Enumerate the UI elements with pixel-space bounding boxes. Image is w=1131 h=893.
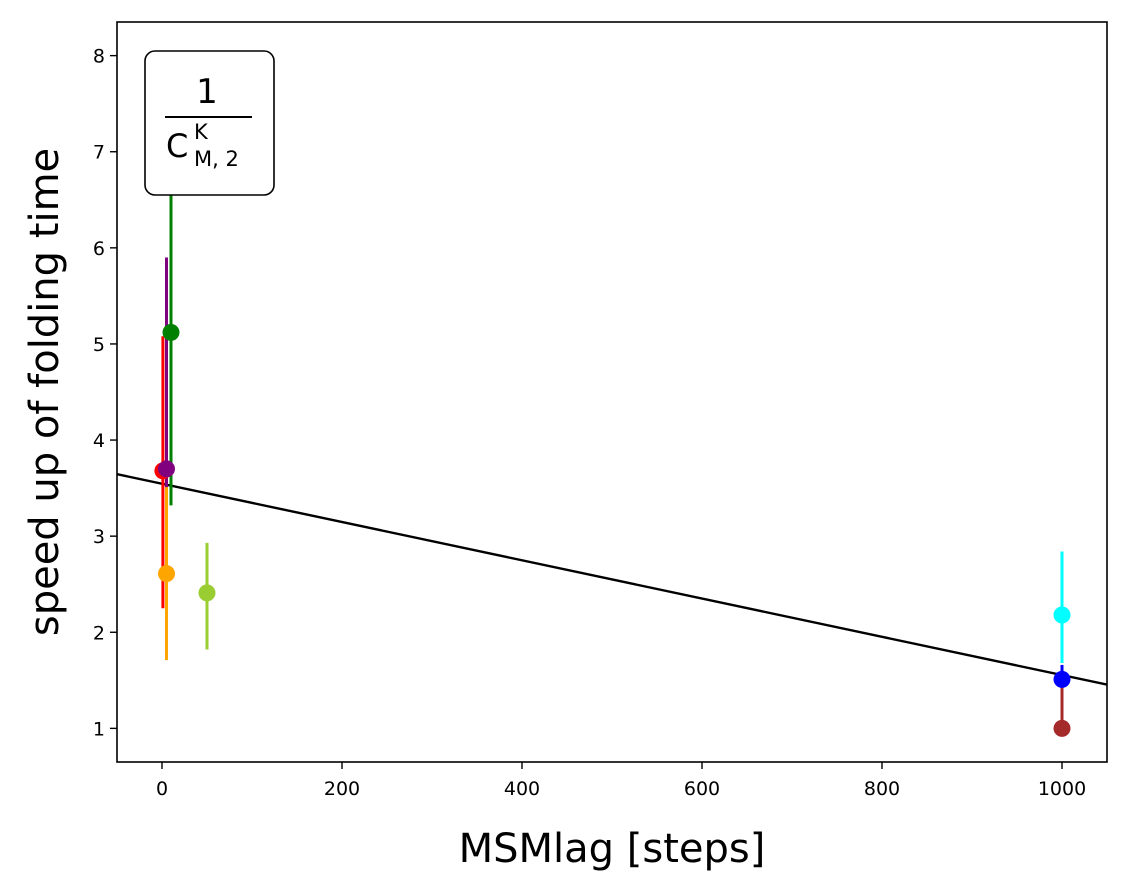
x-tick-label: 200 <box>324 778 360 800</box>
formula-numerator: 1 <box>196 72 218 112</box>
y-axis: 1 2 3 4 5 6 7 8 <box>93 46 117 740</box>
formula-subscript: M, 2 <box>194 147 239 171</box>
x-axis: 0 200 400 600 800 1000 <box>156 762 1086 800</box>
x-tick-label: 400 <box>504 778 540 800</box>
data-point <box>198 584 216 602</box>
fit-line-layer <box>117 472 1107 686</box>
y-tick-label: 3 <box>93 526 105 548</box>
x-tick-label: 1000 <box>1038 778 1086 800</box>
y-tick-label: 6 <box>93 238 105 260</box>
y-tick-label: 8 <box>93 46 105 68</box>
data-point <box>158 565 175 583</box>
fit-line <box>117 472 1107 686</box>
y-axis-label: speed up of folding time <box>22 148 68 636</box>
plot-frame <box>116 21 1108 763</box>
formula-box-frame <box>144 50 275 196</box>
x-tick-label: 600 <box>684 778 720 800</box>
data-point <box>158 460 175 478</box>
data-point <box>1053 670 1071 688</box>
data-point <box>1053 606 1071 624</box>
x-tick-label: 0 <box>156 778 168 800</box>
data-point <box>1053 719 1071 737</box>
formula-box: 1 C K M, 2 <box>144 50 275 196</box>
y-tick-label: 1 <box>93 718 105 740</box>
y-tick-label: 4 <box>93 430 105 452</box>
point-layer <box>154 323 1071 737</box>
formula-superscript: K <box>194 120 209 144</box>
y-tick-label: 7 <box>93 142 105 164</box>
x-axis-label: MSMlag [steps] <box>459 826 766 872</box>
y-tick-label: 2 <box>93 622 105 644</box>
data-point <box>162 323 180 341</box>
formula-base: C <box>166 127 188 165</box>
y-tick-label: 5 <box>93 334 105 356</box>
x-tick-label: 800 <box>864 778 900 800</box>
